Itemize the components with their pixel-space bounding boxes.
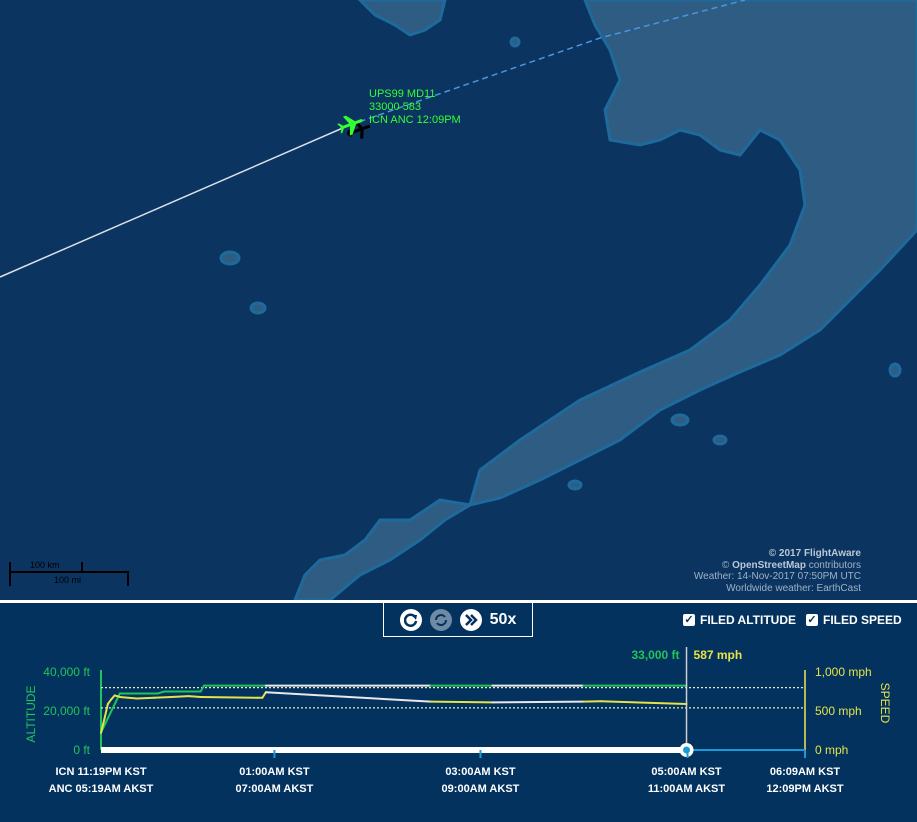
checkbox-checked-icon[interactable]: ✓ xyxy=(806,614,818,626)
loop-button[interactable] xyxy=(429,608,452,631)
map-attribution: © 2017 FlightAware © OpenStreetMap contr… xyxy=(694,548,861,594)
speed-segment xyxy=(118,695,139,700)
playback-controls: 50x xyxy=(383,603,533,637)
altitude-segment xyxy=(199,684,206,693)
x-tick-label-kst: 01:00AM KST xyxy=(239,766,310,778)
altitude-segment xyxy=(156,690,166,695)
flight-label[interactable]: UPS99 MD11 33000 583 ICN ANC 12:09PM xyxy=(369,88,461,127)
flight-profile-panel: 0 ft 0 mph 20,000 ft 500 mph 40,000 ft 1,000 … xyxy=(0,603,917,822)
playback-speed[interactable]: 50x xyxy=(489,610,517,628)
altitude-speed-chart[interactable]: 0 ft 0 mph 20,000 ft 500 mph 40,000 ft 1,000 … xyxy=(0,603,917,822)
speed-segment xyxy=(491,700,585,704)
airplane-icon xyxy=(337,115,371,139)
speed-segment xyxy=(136,696,156,700)
speed-segment xyxy=(199,695,259,699)
speed-segment xyxy=(170,695,190,698)
speed-segment xyxy=(153,695,173,699)
altitude-tick-label: 0 ft xyxy=(73,743,90,757)
altitude-tick-label: 20,000 ft xyxy=(43,704,90,718)
track-flown xyxy=(0,126,346,278)
speed-segment xyxy=(100,717,106,734)
checkbox-checked-icon[interactable]: ✓ xyxy=(683,614,695,626)
scale-km: 100 km xyxy=(30,560,60,570)
fast-forward-button[interactable] xyxy=(459,608,482,631)
speed-tick-label: 0 mph xyxy=(815,743,848,757)
fast-forward-icon xyxy=(464,613,478,626)
speed-axis-label: SPEED xyxy=(878,683,892,724)
land-peninsula-west xyxy=(293,498,475,600)
replay-icon xyxy=(403,613,417,627)
filed-altitude-toggle[interactable]: ✓ FILED ALTITUDE xyxy=(683,613,796,627)
speed-segment xyxy=(429,700,494,704)
filed-altitude-label: FILED ALTITUDE xyxy=(700,613,796,627)
x-tick-label-akst: 11:00AM AKST xyxy=(648,783,726,795)
altitude-tick-label: 40,000 ft xyxy=(43,665,90,679)
current-altitude-readout: 33,000 ft xyxy=(631,648,679,662)
x-tick-label-kst: 03:00AM KST xyxy=(445,766,516,778)
scale-mi: 100 mi xyxy=(54,575,82,585)
land-island-north xyxy=(357,0,447,37)
altitude-segment xyxy=(100,692,121,734)
speed-segment xyxy=(261,691,267,699)
osm-link[interactable]: OpenStreetMap xyxy=(732,559,806,571)
speed-segment xyxy=(264,691,432,703)
osm-suffix: contributors xyxy=(805,559,861,571)
speed-segment xyxy=(187,695,202,698)
weather-source: Worldwide weather: EarthCast xyxy=(726,582,861,594)
track-planned xyxy=(349,0,746,126)
x-tick-label-akst: 12:09PM AKST xyxy=(766,783,844,795)
speed-tick-label: 1,000 mph xyxy=(815,665,872,679)
map-land xyxy=(0,0,917,600)
land-mainland xyxy=(467,0,917,508)
loop-icon xyxy=(434,613,447,626)
altitude-axis-label: ALTITUDE xyxy=(24,685,38,742)
x-tick-label-akst: 09:00AM AKST xyxy=(442,783,520,795)
current-speed-readout: 587 mph xyxy=(694,648,743,662)
map-scale-bar: 100 km 100 mi xyxy=(8,560,130,590)
speed-segment xyxy=(599,700,688,705)
flight-callsign: UPS99 MD11 xyxy=(369,88,436,100)
filed-speed-toggle[interactable]: ✓ FILED SPEED xyxy=(806,613,902,627)
osm-prefix: © xyxy=(721,559,733,571)
filed-speed-label: FILED SPEED xyxy=(823,613,902,627)
weather-timestamp: Weather: 14-Nov-2017 07:50PM UTC xyxy=(693,571,861,582)
x-tick-label-kst: ICN 11:19PM KST xyxy=(55,766,146,778)
flight-alt-speed: 33000 583 xyxy=(369,101,421,113)
x-tick-label-kst: 05:00AM KST xyxy=(651,766,722,778)
x-tick-label-kst: 06:09AM KST xyxy=(770,766,841,778)
flight-route-eta: ICN ANC 12:09PM xyxy=(369,114,461,126)
speed-tick-label: 500 mph xyxy=(815,704,862,718)
panel-divider xyxy=(0,600,917,603)
speed-segment xyxy=(103,702,109,720)
flight-map[interactable]: UPS99 MD11 33000 583 ICN ANC 12:09PM 100… xyxy=(0,0,917,600)
copyright-text: © 2017 FlightAware xyxy=(768,548,861,559)
x-tick-label-akst: 07:00AM AKST xyxy=(236,783,314,795)
replay-button[interactable] xyxy=(399,608,422,631)
x-tick-label-akst: ANC 05:19AM AKST xyxy=(49,783,154,795)
